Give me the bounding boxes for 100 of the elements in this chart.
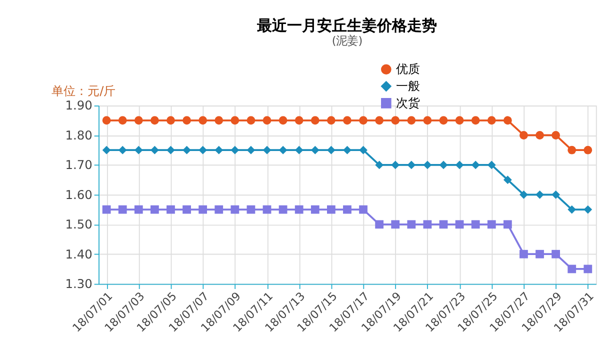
point [568, 205, 576, 214]
y-tick-label: 1.80 [65, 128, 92, 142]
point [423, 116, 432, 125]
point [246, 205, 256, 214]
point [455, 160, 464, 170]
point [166, 146, 175, 154]
point [214, 146, 224, 154]
point [134, 205, 143, 214]
legend-label: 一般 [396, 79, 420, 94]
point [471, 220, 480, 229]
point [503, 176, 512, 184]
point [310, 205, 320, 214]
point [198, 205, 208, 214]
point [262, 205, 272, 214]
point [326, 146, 336, 154]
point [230, 205, 240, 214]
y-tick-label: 1.90 [65, 98, 92, 113]
point [262, 146, 272, 154]
point [471, 116, 480, 125]
point [182, 116, 191, 125]
point [391, 160, 400, 170]
point [375, 116, 384, 125]
point [520, 250, 528, 258]
point [150, 205, 159, 214]
point [198, 116, 208, 125]
point [391, 220, 400, 229]
point [439, 160, 448, 170]
point [166, 205, 175, 214]
point [166, 116, 175, 125]
point [520, 190, 528, 199]
point [536, 250, 544, 258]
point [262, 116, 272, 125]
point [310, 146, 320, 154]
point [214, 116, 224, 125]
point [118, 205, 127, 214]
y-tick-label: 1.50 [65, 218, 92, 232]
point [584, 205, 592, 214]
point [150, 146, 159, 154]
point [182, 146, 191, 154]
point [407, 160, 416, 170]
point [118, 146, 127, 154]
point [552, 250, 560, 258]
chart-subtitle: (泥姜) [332, 34, 363, 48]
point [246, 146, 256, 154]
point [278, 146, 288, 154]
point [182, 205, 191, 214]
point [326, 116, 336, 125]
point [536, 190, 544, 199]
y-tick-label: 1.30 [65, 277, 92, 292]
point [246, 116, 256, 125]
point [568, 146, 576, 154]
point [134, 116, 143, 125]
point [278, 116, 288, 125]
point [310, 116, 320, 125]
point [118, 116, 127, 125]
point [375, 220, 384, 229]
point [343, 205, 352, 214]
point [359, 116, 368, 125]
point [407, 116, 416, 125]
legend-label: 次货 [396, 96, 420, 110]
point [294, 146, 304, 154]
point [198, 146, 208, 154]
point [294, 116, 304, 125]
point [471, 160, 480, 170]
point [343, 146, 352, 154]
y-tick-label: 1.70 [65, 158, 92, 172]
y-tick-label: 1.60 [65, 188, 92, 202]
point [359, 146, 368, 154]
point [439, 220, 448, 229]
point [391, 116, 400, 125]
point [552, 190, 560, 199]
point [102, 116, 111, 125]
point [568, 264, 576, 274]
point [134, 146, 143, 154]
point [102, 205, 111, 214]
point [520, 131, 528, 140]
point [343, 116, 352, 125]
point [503, 220, 512, 229]
chart-title: 最近一月安丘生姜价格走势 [256, 16, 438, 34]
point [102, 146, 111, 154]
legend-label: 优质 [396, 62, 420, 76]
point [214, 205, 224, 214]
y-tick-label: 1.40 [65, 247, 92, 262]
point [423, 160, 432, 170]
point [503, 116, 512, 125]
point [375, 160, 384, 170]
point [294, 205, 304, 214]
point [359, 205, 368, 214]
point [455, 116, 464, 125]
point [487, 116, 496, 125]
point [487, 160, 496, 170]
point [326, 205, 336, 214]
point [423, 220, 432, 229]
point [455, 220, 464, 229]
point [487, 220, 496, 229]
point [278, 205, 288, 214]
point [230, 116, 240, 125]
point [230, 146, 240, 154]
point [584, 146, 592, 154]
point [439, 116, 448, 125]
